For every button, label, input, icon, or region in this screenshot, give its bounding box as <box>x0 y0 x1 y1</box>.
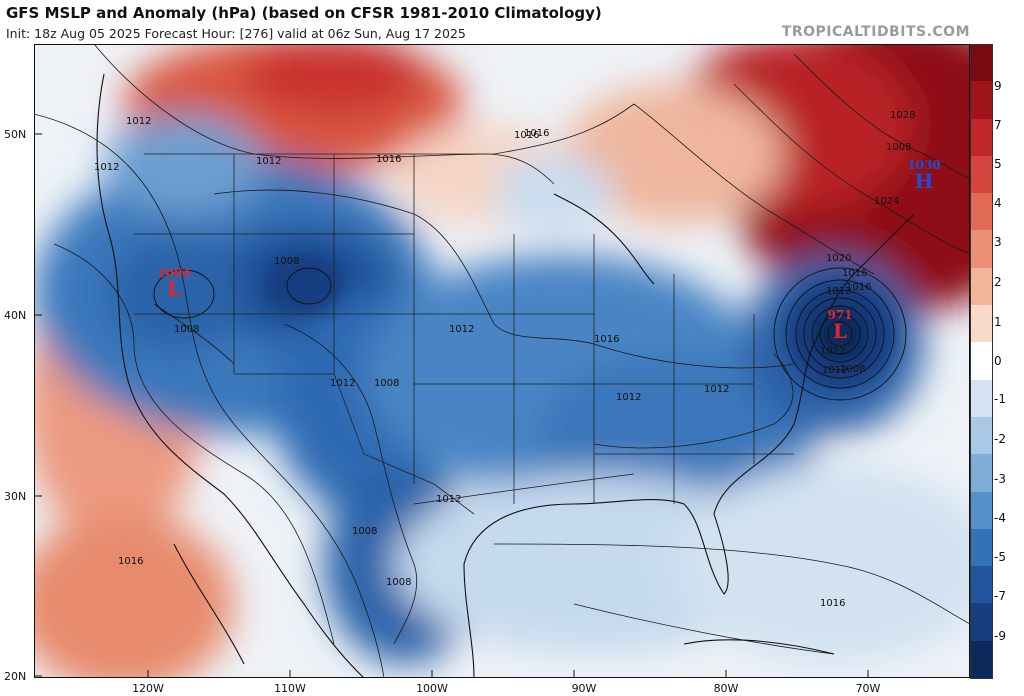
isobar-label: 1012 <box>94 162 120 173</box>
colorbar-segment <box>970 81 992 120</box>
colorbar-segment <box>970 603 992 642</box>
isobar-label: 1016 <box>514 130 540 141</box>
isobar-label: 1016 <box>842 268 868 279</box>
lon-label-110w: 110W <box>274 682 306 695</box>
isobar-label: 1008 <box>840 364 866 375</box>
isobar-label: 1020 <box>826 253 852 264</box>
colorbar-tick: -7 <box>994 589 1006 603</box>
colorbar-segment <box>970 416 992 455</box>
isobar-label: 1008 <box>374 378 400 389</box>
isobar-label: 1024 <box>874 196 900 207</box>
colorbar-segment <box>970 342 992 381</box>
colorbar-segment <box>970 640 992 679</box>
low-pressure-east: 971 L <box>820 308 860 343</box>
chart-title: GFS MSLP and Anomaly (hPa) (based on CFS… <box>6 4 602 22</box>
isobar-label: 1012 <box>126 116 152 127</box>
isobar-label: 1012 <box>330 378 356 389</box>
storm-isobars <box>153 267 907 401</box>
low-value-west: 1004 <box>157 266 191 280</box>
lat-label-20n: 20N <box>4 670 27 683</box>
colorbar-tick: -4 <box>994 511 1006 525</box>
isobar-label: 1008 <box>174 324 200 335</box>
colorbar-tick: 7 <box>994 118 1002 132</box>
colorbar-tick: -9 <box>994 629 1006 643</box>
colorbar-segment <box>970 118 992 157</box>
colorbar-tick: 4 <box>994 196 1002 210</box>
colorbar-tick: 9 <box>994 79 1002 93</box>
high-letter: H <box>914 169 934 193</box>
lon-label-80w: 80W <box>713 682 739 695</box>
colorbar-tick: 0 <box>994 354 1002 368</box>
isobar-label: 1012 <box>822 365 848 376</box>
map-panel[interactable]: 1012 1012 1016 1016 1012 1016 1012 1016 1028 1024… <box>34 44 970 678</box>
isobar-label: 1008 <box>886 142 912 153</box>
lon-label-100w: 100W <box>416 682 448 695</box>
colorbar-segment <box>970 267 992 306</box>
colorbar-tick: 1 <box>994 315 1002 329</box>
isobar-label: 1008 <box>386 577 412 588</box>
lat-label-50n: 50N <box>4 128 27 141</box>
isobar-label: 1016 <box>524 128 550 139</box>
low-value-east: 971 <box>827 308 853 322</box>
colorbar-segment <box>970 230 992 269</box>
isobar-label: 1016 <box>820 598 846 609</box>
isobar-label: 1008 <box>274 256 300 267</box>
isobar-label: 1012 <box>436 494 462 505</box>
political-borders <box>134 153 794 515</box>
low-pressure-west: 1004 L <box>152 266 196 301</box>
lat-label-40n: 40N <box>4 309 27 322</box>
lon-label-70w: 70W <box>855 682 881 695</box>
colorbar-segment <box>970 528 992 567</box>
isobar-label: 1012 <box>820 346 846 357</box>
site-brand: TROPICALTIDBITS.COM <box>781 24 970 40</box>
anomaly-colorbar <box>970 44 993 679</box>
colorbar-tick: 3 <box>994 235 1002 249</box>
high-value: 1030 <box>907 158 941 172</box>
colorbar-segment <box>970 491 992 530</box>
map-frame <box>34 44 970 678</box>
graticule-ticks <box>34 133 869 678</box>
colorbar-segment <box>970 566 992 604</box>
colorbar-segment <box>970 193 992 231</box>
low-letter-east: L <box>832 319 848 343</box>
isobar-label: 1012 <box>826 286 852 297</box>
lat-label-30n: 30N <box>4 490 27 503</box>
isobar-label: 1016 <box>118 556 144 567</box>
colorbar-tick: -5 <box>994 550 1006 564</box>
isobar-label: 1016 <box>594 334 620 345</box>
colorbar-tick: -2 <box>994 432 1006 446</box>
isobar-label: 1028 <box>890 110 916 121</box>
colorbar-segment <box>970 155 992 194</box>
lon-label-90w: 90W <box>571 682 597 695</box>
isobar-label: 1012 <box>616 392 642 403</box>
colorbar-segment <box>970 454 992 493</box>
low-letter-west: L <box>166 277 182 301</box>
lon-label-120w: 120W <box>132 682 164 695</box>
colorbar-segment <box>970 44 992 82</box>
mslp-anomaly-map <box>34 44 970 678</box>
colorbar-tick: 2 <box>994 275 1002 289</box>
isobar-label: 1012 <box>256 156 282 167</box>
isobar-label: 1012 <box>449 324 475 335</box>
colorbar-tick: -1 <box>994 392 1006 406</box>
forecast-info: Init: 18z Aug 05 2025 Forecast Hour: [27… <box>6 26 466 41</box>
high-pressure-northeast: 1030 H <box>902 158 946 193</box>
isobar-lines <box>34 44 970 678</box>
colorbar-tick: -3 <box>994 472 1006 486</box>
colorbar-segment <box>970 379 992 418</box>
isobar-label: 1016 <box>376 154 402 165</box>
isobar-label: 1012 <box>704 384 730 395</box>
isobar-label: 1016 <box>846 282 872 293</box>
colorbar-frame <box>970 44 993 679</box>
isobar-label: 1008 <box>352 526 378 537</box>
coastlines <box>96 73 915 678</box>
colorbar-tick: 5 <box>994 157 1002 171</box>
colorbar-segment <box>970 305 992 343</box>
